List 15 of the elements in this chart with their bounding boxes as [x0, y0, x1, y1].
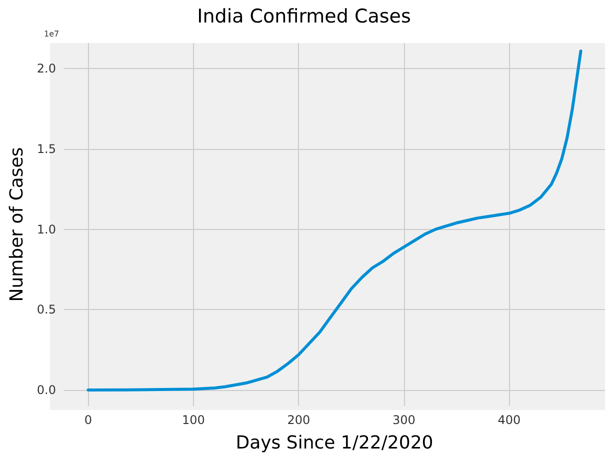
chart-title: India Confirmed Cases [197, 6, 411, 28]
y-tick-label: 2.0 [36, 62, 56, 76]
y-tick-label: 1.5 [36, 142, 56, 156]
x-tick-label: 100 [182, 413, 205, 427]
y-axis-title: Number of Cases [6, 147, 28, 302]
x-tick-label: 0 [84, 413, 92, 427]
line-series [86, 50, 582, 392]
x-tick-label: 400 [498, 413, 521, 427]
y-tick-label: 0.5 [36, 302, 56, 317]
x-tick-label: 300 [392, 413, 416, 427]
y-tick-label: 1.0 [36, 222, 56, 236]
text: 1e7 [44, 30, 60, 38]
x-tick-label: 200 [287, 413, 310, 427]
x-axis-title: Days Since 1/22/2020 [236, 432, 434, 454]
y-tick-label: 0.0 [36, 382, 56, 397]
